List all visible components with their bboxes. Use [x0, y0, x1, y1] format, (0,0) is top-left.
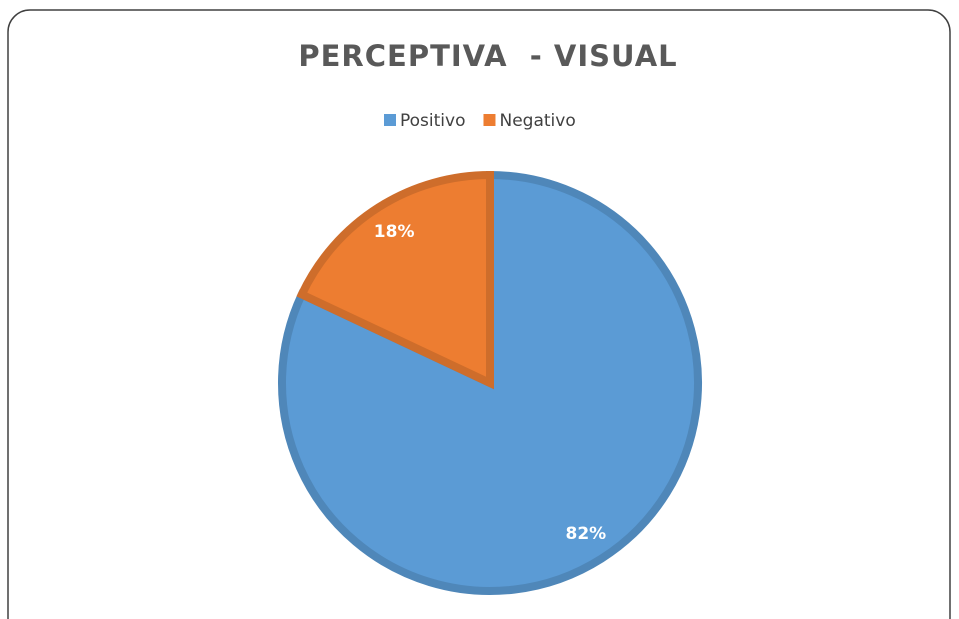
chart-title: PERCEPTIVA - VISUAL	[298, 39, 677, 73]
legend-swatch	[384, 114, 396, 126]
legend-label: Negativo	[499, 111, 575, 131]
data-label: 82%	[565, 524, 606, 544]
pie-slice	[296, 170, 494, 390]
data-label: 18%	[374, 222, 415, 242]
legend-swatch	[483, 114, 496, 126]
legend-label: Positivo	[400, 111, 465, 131]
